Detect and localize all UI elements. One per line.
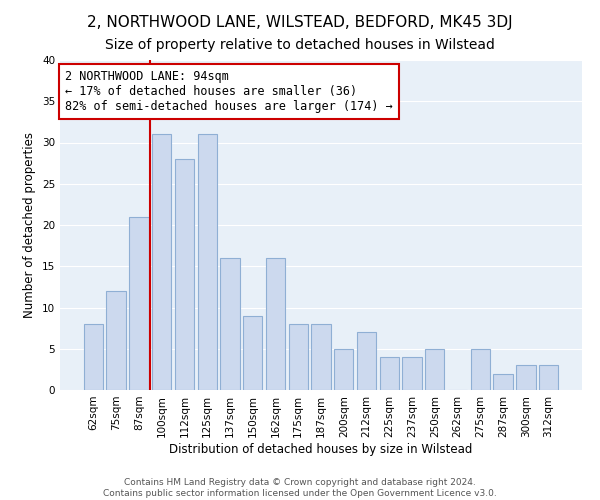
Bar [129, 217, 149, 390]
Text: Size of property relative to detached houses in Wilstead: Size of property relative to detached ho… [105, 38, 495, 52]
Bar [493, 374, 513, 390]
Bar [243, 316, 262, 390]
Bar [357, 332, 376, 390]
Bar [380, 357, 399, 390]
Text: 2 NORTHWOOD LANE: 94sqm
← 17% of detached houses are smaller (36)
82% of semi-de: 2 NORTHWOOD LANE: 94sqm ← 17% of detache… [65, 70, 393, 113]
Bar [220, 258, 239, 390]
Bar [425, 349, 445, 390]
Text: 2, NORTHWOOD LANE, WILSTEAD, BEDFORD, MK45 3DJ: 2, NORTHWOOD LANE, WILSTEAD, BEDFORD, MK… [87, 15, 513, 30]
Bar [197, 134, 217, 390]
Bar [311, 324, 331, 390]
Bar [289, 324, 308, 390]
Y-axis label: Number of detached properties: Number of detached properties [23, 132, 37, 318]
Bar [266, 258, 285, 390]
Bar [539, 365, 558, 390]
Text: Contains HM Land Registry data © Crown copyright and database right 2024.
Contai: Contains HM Land Registry data © Crown c… [103, 478, 497, 498]
Bar [516, 365, 536, 390]
Bar [334, 349, 353, 390]
Bar [470, 349, 490, 390]
X-axis label: Distribution of detached houses by size in Wilstead: Distribution of detached houses by size … [169, 442, 473, 456]
Bar [84, 324, 103, 390]
Bar [403, 357, 422, 390]
Bar [175, 159, 194, 390]
Bar [152, 134, 172, 390]
Bar [106, 291, 126, 390]
